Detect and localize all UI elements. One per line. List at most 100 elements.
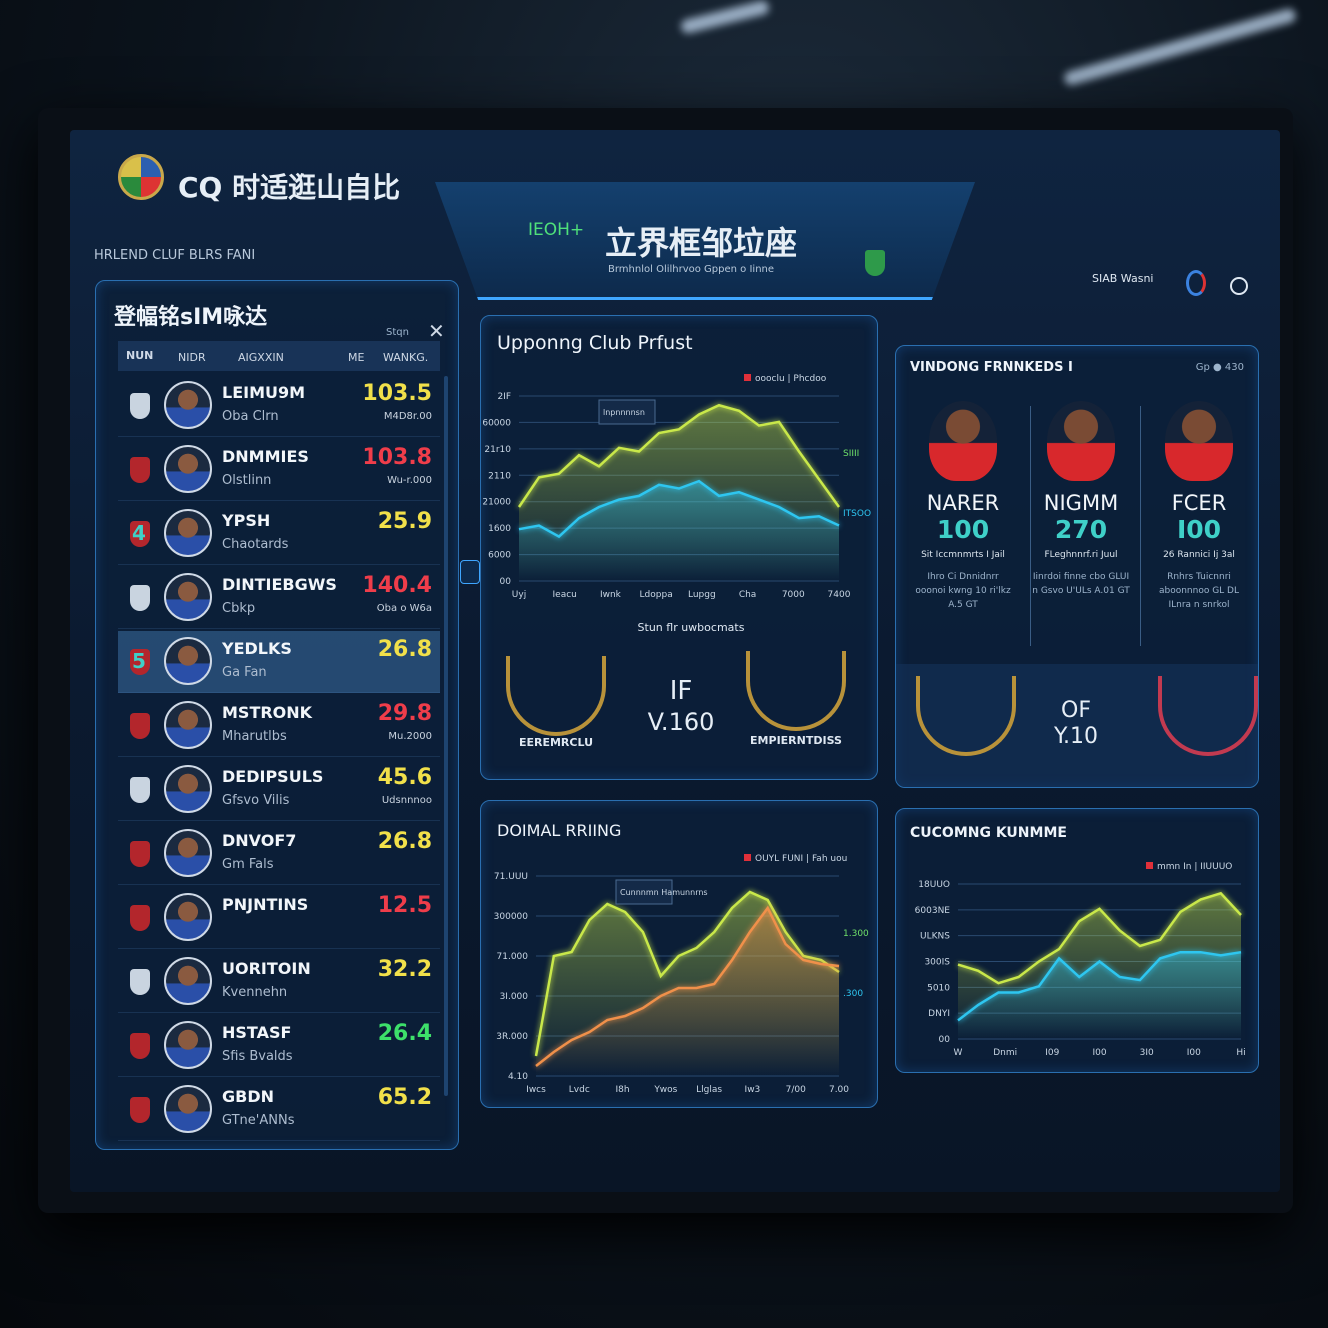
player-stat: FLeghnnrf.ri Juul	[1044, 550, 1118, 560]
player-score: 100	[936, 515, 990, 544]
player-row[interactable]: DEDIPSULS Gfsvo Vilis 45.6 Udsnnnoo	[118, 759, 440, 821]
player-row[interactable]: MSTRONK Mharutlbs 29.8 Mu.2000	[118, 695, 440, 757]
trophy-badge-icon[interactable]	[746, 651, 846, 731]
player-row[interactable]: DNMMIES Olstlinn 103.8 Wu-r.000	[118, 439, 440, 501]
column-header[interactable]: NUN	[126, 349, 154, 362]
club-logo[interactable]	[118, 154, 164, 200]
close-icon[interactable]: ✕	[428, 319, 445, 343]
y-tick-label: 300000	[494, 912, 529, 922]
tooltip-text: Cunnnmn Hamunnrns	[620, 888, 708, 897]
x-tick-label: 7/00	[786, 1085, 806, 1095]
player-card[interactable]: NIGMM 270 FLeghnnrf.ri Juul Iinrdoi finn…	[1026, 401, 1136, 598]
app-subtitle: HRLEND CLUF BLRS FANI	[94, 248, 256, 263]
player-club: Gm Fals	[222, 857, 274, 872]
away-club-crest-icon[interactable]	[1158, 676, 1258, 756]
player-ranking-panel: 登幅铭sIM咏达 Stqn ✕ NUN NIDR AIGXXIN ME WANK…	[95, 280, 459, 1150]
player-row[interactable]: UORITOIN Kvennehn 32.2	[118, 951, 440, 1013]
player-row[interactable]: PNJNTINS 12.5	[118, 887, 440, 949]
x-tick-label: Cha	[739, 590, 757, 600]
y-tick-label: 5010	[927, 983, 950, 993]
player-description: Iinrdoi finne cbo GLUI n Gsvo U'ULs A.01…	[1032, 572, 1130, 596]
club-crest-icon	[130, 1097, 150, 1123]
player-value: 32.2	[377, 957, 432, 982]
player-name: MSTRONK	[222, 703, 313, 722]
player-card[interactable]: FCER I00 26 Rannici Ij 3al Rnhrs Tuicnnr…	[1144, 401, 1254, 612]
power-icon[interactable]	[1230, 277, 1248, 295]
player-club: GTne'ANNs	[222, 1113, 295, 1128]
series-line	[517, 403, 841, 508]
rank: 4	[132, 521, 146, 545]
y-tick-label: 00	[500, 577, 512, 587]
player-name: YPSH	[222, 511, 271, 530]
column-header[interactable]: NIDR	[178, 351, 206, 364]
player-avatar	[164, 381, 212, 429]
x-tick-label: Dnmi	[993, 1048, 1017, 1058]
match-line1: OF	[1061, 698, 1091, 723]
panel-title: CUCOMNG KUNMME	[910, 825, 1067, 841]
y-tick-label: 4.10	[508, 1072, 528, 1082]
player-row[interactable]: DNVOF7 Gm Fals 26.8	[118, 823, 440, 885]
player-row[interactable]: LEIMU9M Oba Clrn 103.5 M4D8r.00	[118, 375, 440, 437]
player-row[interactable]: 4 YPSH Chaotards 25.9	[118, 503, 440, 565]
user-label[interactable]: SIAB Wasni	[1092, 272, 1154, 285]
player-club: Olstlinn	[222, 473, 272, 488]
player-card[interactable]: NARER 100 Sit Iccmnmrts I Jail Ihro Ci D…	[908, 401, 1018, 612]
player-row[interactable]: GBDN GTne'ANNs 65.2	[118, 1079, 440, 1141]
player-value: 26.8	[377, 637, 432, 662]
x-tick-label: Iw3	[745, 1085, 761, 1095]
x-tick-label: I8h	[616, 1085, 630, 1095]
column-header[interactable]: AIGXXIN	[238, 351, 284, 364]
collapse-handle[interactable]	[460, 560, 480, 584]
player-row[interactable]: DINTIEBGWS Cbkp 140.4 Oba o W6a	[118, 567, 440, 629]
y-tick-label: 60000	[482, 418, 511, 428]
upcoming-club-panel: Upponng Club Prfust 2IF 60000 21r10 2110 210…	[480, 315, 878, 780]
x-tick-label: Lvdc	[569, 1085, 590, 1095]
column-header[interactable]: WANKG.	[383, 351, 429, 364]
player-name: NIGMM	[1043, 491, 1119, 515]
player-value: 103.8	[362, 445, 432, 470]
club-crest-icon	[130, 905, 150, 931]
center-subtitle: Brmhnlol Olilhrvoo Gppen o Iinne	[608, 264, 775, 275]
legend-label: oooclu | Phcdoo	[755, 374, 827, 384]
tooltip-box	[598, 399, 656, 425]
series-line	[534, 890, 840, 1057]
series-line	[957, 891, 1242, 985]
player-row[interactable]: 5 YEDLKS Ga Fan 26.8	[118, 631, 440, 693]
rating-panel: DOIMAL RRIING 71.UUU 300000 71.000 3I.000 3R…	[480, 800, 878, 1108]
stop-label[interactable]: Stqn	[386, 327, 409, 338]
y-tick-label: 2IF	[497, 392, 511, 402]
profile-icon[interactable]	[1186, 270, 1206, 296]
y-tick-label: 21r10	[484, 445, 511, 455]
player-club: Cbkp	[222, 601, 256, 616]
player-row[interactable]: HSTASF Sfis Bvalds 26.4	[118, 1015, 440, 1077]
legend-swatch	[744, 374, 751, 381]
player-value: 65.2	[377, 1085, 432, 1110]
app-title: CQ 时适逛山自比	[178, 171, 401, 204]
x-tick-label: I00	[1092, 1048, 1106, 1058]
column-header[interactable]: ME	[348, 351, 365, 364]
scrollbar[interactable]	[444, 376, 448, 1096]
legend-swatch	[1146, 862, 1153, 869]
player-name: NARER	[926, 491, 1000, 515]
player-club: Sfis Bvalds	[222, 1049, 293, 1064]
player-club: Ga Fan	[222, 665, 267, 680]
trophy-badge-icon[interactable]	[506, 656, 606, 736]
player-name: DNVOF7	[222, 831, 297, 850]
club-crest-icon	[130, 1033, 150, 1059]
player-value: 26.8	[377, 829, 432, 854]
player-value: 26.4	[377, 1021, 432, 1046]
x-tick-label: Ieacu	[553, 590, 577, 600]
player-score: I00	[1176, 515, 1222, 544]
player-avatar	[164, 445, 212, 493]
badge-label: EMPIERNTDISS	[750, 734, 842, 747]
player-description: Rnhrs Tuicnnri aboonnnoo GL DL ILnra n s…	[1158, 572, 1240, 610]
player-subvalue: Oba o W6a	[376, 603, 432, 614]
player-name: DINTIEBGWS	[222, 575, 337, 594]
chart-caption: Stun flr uwbocmats	[637, 621, 745, 634]
y-tick-label: DNYI	[928, 1009, 950, 1019]
home-club-crest-icon[interactable]	[916, 676, 1016, 756]
player-club: Gfsvo Vilis	[222, 793, 290, 808]
legend-swatch	[744, 854, 751, 861]
y-tick-label: 00	[939, 1035, 951, 1045]
